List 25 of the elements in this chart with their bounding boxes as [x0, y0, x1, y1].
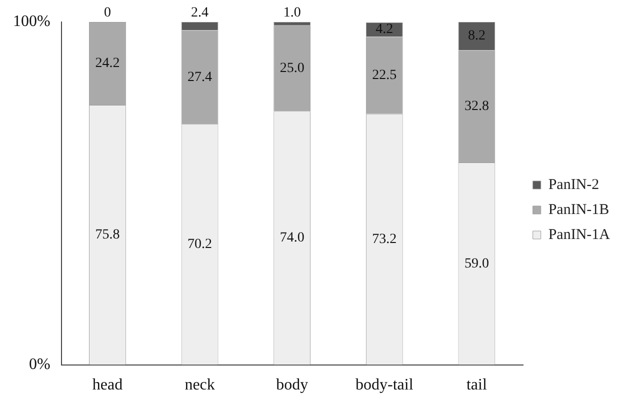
data-label: 2.4: [191, 6, 209, 21]
x-tick-label: body: [276, 376, 308, 394]
data-label: 4.2: [376, 22, 394, 38]
x-tick-label: body-tail: [356, 376, 414, 394]
data-label: 1.0: [283, 6, 301, 21]
data-label: 8.2: [468, 28, 486, 44]
data-label: 59.0: [464, 256, 489, 272]
x-tick-label: neck: [184, 376, 215, 394]
data-label: 22.5: [372, 68, 397, 83]
legend-label: PanIN-2: [548, 176, 600, 193]
data-label: 24.2: [95, 56, 120, 72]
data-label: 73.2: [372, 232, 397, 248]
x-tick-label: tail: [466, 376, 488, 394]
data-label: 0: [104, 6, 111, 21]
data-label: 70.2: [188, 237, 212, 252]
data-label: 25.0: [280, 60, 304, 76]
data-label: 74.0: [280, 230, 304, 246]
data-label: 27.4: [188, 70, 212, 85]
legend-label: PanIN-1A: [548, 226, 610, 243]
data-label: 75.8: [95, 228, 120, 243]
data-label: 32.8: [464, 99, 489, 114]
x-tick-label: head: [92, 376, 123, 394]
y-tick-label: 100%: [13, 13, 50, 30]
y-tick-label: 0%: [29, 356, 50, 374]
legend-label: PanIN-1B: [548, 202, 610, 218]
